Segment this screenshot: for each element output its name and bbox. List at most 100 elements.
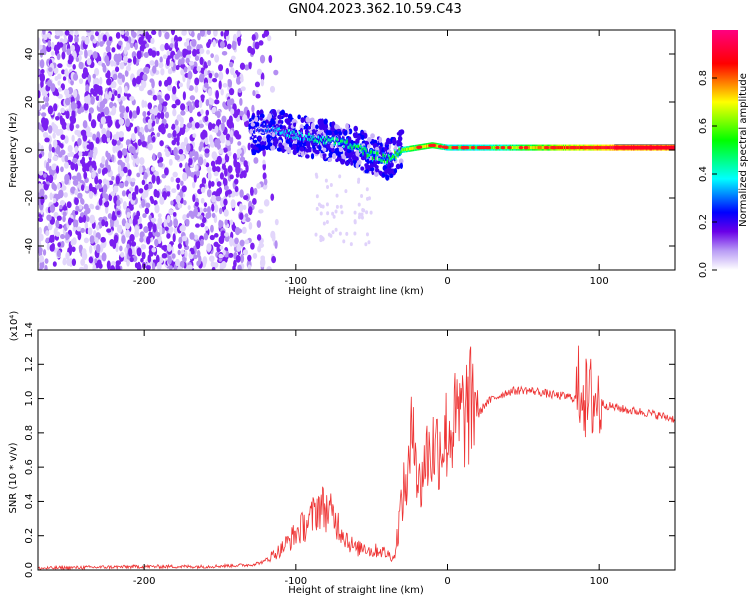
spectrogram-noise-cell — [128, 247, 133, 257]
spectrogram-signal-core — [290, 131, 292, 135]
spectrogram-spread-cell — [330, 143, 335, 149]
spectrogram-noise-cell — [213, 233, 219, 238]
spectrogram-noise-cell — [227, 79, 233, 88]
spectrogram-signal-core — [607, 146, 609, 150]
spectrogram-spread-cell — [399, 162, 403, 169]
spectrogram-signal-core — [423, 144, 426, 148]
spectrogram-noise-cell — [192, 181, 196, 189]
spectrogram-noise-cell — [88, 112, 92, 122]
spectrogram-noise-cell — [218, 220, 224, 228]
spectrogram-spread-cell — [288, 141, 293, 148]
spectrogram-spread-cell — [355, 150, 360, 157]
spectrogram-signal-peak — [495, 146, 500, 150]
spectrogram-noise-cell — [173, 146, 178, 157]
spectrogram-noise-cell — [219, 172, 224, 180]
spectrogram-noise-cell — [174, 53, 180, 60]
spectrogram-signal-core — [269, 129, 272, 133]
spectrogram-noise-cell — [235, 76, 242, 85]
colorbar-label: Normalized spectral amplitude — [738, 73, 749, 227]
spectrogram-spread-cell — [297, 114, 301, 120]
spectrogram-signal-core — [321, 135, 324, 139]
spectrogram-noise-cell — [62, 215, 66, 223]
spectrogram-noise-cell — [99, 76, 103, 85]
spectrogram-noise-cell — [212, 39, 216, 48]
spectrogram-noise-cell — [143, 171, 148, 180]
spectrogram-noise-cell — [174, 40, 179, 50]
spectrogram-noise-cell — [104, 55, 110, 64]
spectrogram-noise-cell — [209, 255, 215, 263]
spectrogram-signal-core — [251, 133, 254, 137]
spectrogram-noise-cell — [41, 104, 46, 110]
spectrogram-spread-cell — [266, 134, 272, 140]
spectrogram-noise-cell — [102, 184, 108, 194]
spectrogram-noise-cell — [216, 155, 222, 165]
spectrogram-noise-cell — [64, 135, 69, 144]
spectrogram-noise-cell — [109, 101, 114, 109]
spectrogram-signal-core — [330, 138, 332, 142]
spectrogram-noise-cell — [80, 258, 86, 266]
spectrogram-signal-core — [559, 146, 562, 150]
spectrogram-noise-cell — [55, 231, 61, 237]
spectrogram-noise-cell — [93, 187, 97, 195]
spectrogram-signal-core — [396, 151, 398, 155]
spectrogram-spread-cell — [323, 118, 328, 125]
spectrogram-noise-cell — [57, 87, 63, 92]
spectrogram-noise-cell — [83, 237, 89, 244]
spectrogram-noise-cell — [80, 129, 87, 136]
spectrogram-noise-cell — [166, 190, 171, 197]
spectrogram-noise-cell — [38, 153, 43, 159]
spectrogram-noise-cell — [94, 67, 100, 77]
spectrogram-spread-cell — [314, 172, 318, 177]
spectrogram-noise-cell — [193, 174, 197, 183]
spectrogram-spread-cell — [378, 136, 383, 143]
spectrogram-spread-cell — [327, 157, 333, 162]
spectrogram-noise-cell — [179, 260, 185, 268]
spectrogram-noise-cell — [246, 109, 250, 119]
spectrogram-noise-cell — [64, 68, 69, 78]
spectrogram-spread-cell — [285, 139, 291, 144]
spectrogram-noise-cell — [151, 174, 156, 184]
spectrogram-noise-cell — [193, 234, 199, 240]
spectrogram-noise-cell — [135, 156, 140, 166]
spectrogram-spread-cell — [299, 146, 305, 152]
spectrogram-noise-cell — [218, 207, 223, 215]
spectrogram-noise-cell — [106, 228, 112, 233]
spectrogram-signal-core — [539, 146, 541, 150]
spectrogram-spread-cell — [365, 232, 369, 237]
snr-x-tick-label: 100 — [590, 576, 609, 587]
spectrogram-spread-cell — [348, 136, 352, 143]
spectrogram-noise-cell — [81, 161, 86, 168]
spectrogram-noise-cell — [102, 167, 108, 174]
spectrogram-noise-cell — [119, 61, 125, 70]
spectrogram-noise-cell — [72, 179, 79, 186]
spectrogram-noise-cell — [119, 245, 123, 252]
spectrogram-noise-cell — [187, 49, 192, 55]
spectrogram-spread-cell — [340, 210, 344, 215]
spectrogram-noise-cell — [82, 214, 87, 223]
spectrogram-y-tick-label: 20 — [24, 96, 35, 109]
spectrogram-noise-cell — [130, 132, 136, 141]
spectrogram-noise-cell — [91, 171, 96, 179]
spectrogram-signal-core — [536, 146, 538, 150]
spectrogram-noise-cell — [129, 256, 134, 263]
spectrogram-noise-cell — [116, 210, 121, 216]
spectrogram-noise-cell — [188, 104, 193, 114]
spectrogram-noise-cell — [54, 30, 61, 37]
spectrogram-signal-core — [282, 130, 285, 134]
spectrogram-noise-cell — [74, 145, 79, 154]
spectrogram-noise-cell — [147, 221, 154, 228]
spectrogram-noise-cell — [180, 110, 186, 116]
spectrogram-noise-cell — [192, 48, 197, 57]
spectrogram-spread-cell — [325, 129, 330, 136]
spectrogram-noise-cell — [95, 205, 100, 211]
spectrogram-spread-cell — [383, 147, 388, 152]
spectrogram-noise-cell — [66, 258, 71, 266]
spectrogram-noise-cell — [122, 166, 128, 174]
spectrogram-noise-cell — [100, 116, 106, 125]
spectrogram-signal-core — [313, 139, 315, 143]
spectrogram-signal-core — [351, 146, 354, 150]
colorbar-tick-label: 0.2 — [698, 214, 709, 230]
spectrogram-noise-cell — [172, 129, 177, 138]
spectrogram-noise-cell — [178, 266, 183, 270]
spectrogram-signal-core — [538, 146, 540, 150]
